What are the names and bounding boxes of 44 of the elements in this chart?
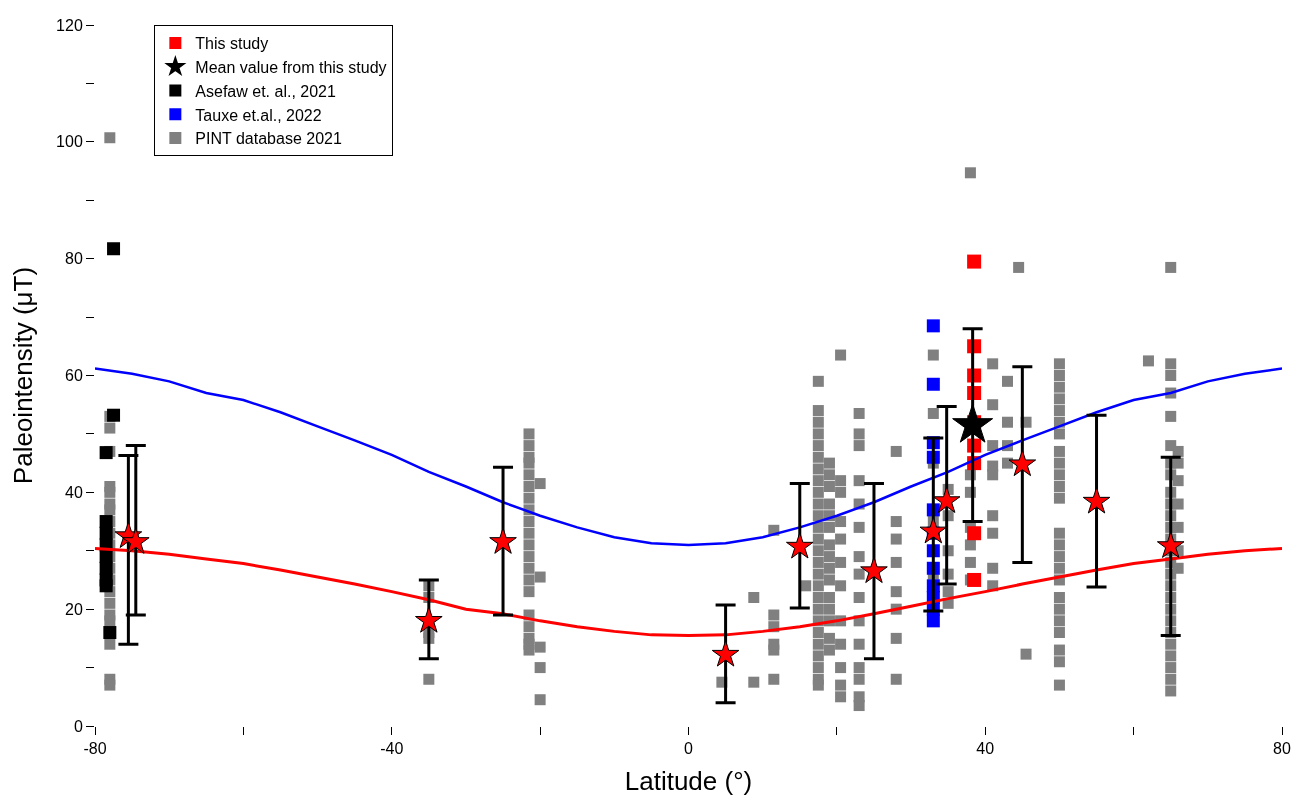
point xyxy=(103,626,117,640)
x-tick-label: -80 xyxy=(83,740,107,758)
point xyxy=(711,640,740,667)
point xyxy=(107,242,121,256)
point xyxy=(1008,449,1037,477)
point xyxy=(785,532,814,559)
point xyxy=(860,556,888,584)
point xyxy=(932,486,961,513)
point xyxy=(926,614,940,628)
x-tick-label: 80 xyxy=(1273,740,1291,758)
point xyxy=(967,254,982,269)
legend-label: PINT database 2021 xyxy=(195,130,342,148)
point xyxy=(967,526,982,541)
point xyxy=(489,527,517,554)
point xyxy=(121,527,150,554)
x-tick-label: 40 xyxy=(976,740,995,758)
point xyxy=(952,403,994,443)
point xyxy=(99,446,113,460)
legend-label: This study xyxy=(195,35,269,53)
y-tick-label: 0 xyxy=(73,717,83,735)
point xyxy=(926,319,940,333)
legend-label: Tauxe et.al., 2022 xyxy=(195,106,322,124)
point xyxy=(1082,487,1111,514)
x-tick-label: 0 xyxy=(684,740,694,758)
point xyxy=(99,515,113,529)
x-tick-label: -40 xyxy=(380,740,404,758)
y-axis-title: Paleointensity (μT) xyxy=(8,266,39,485)
point xyxy=(1156,531,1185,558)
y-tick-label: 80 xyxy=(65,250,83,268)
y-tick-label: 60 xyxy=(65,367,83,385)
point xyxy=(926,377,940,391)
point xyxy=(107,408,121,422)
point xyxy=(99,579,113,593)
line-series xyxy=(95,367,1282,547)
y-tick-label: 100 xyxy=(56,133,83,151)
y-tick-label: 120 xyxy=(56,16,83,34)
y-tick-label: 20 xyxy=(65,600,83,618)
y-tick-label: 40 xyxy=(65,483,83,501)
point xyxy=(919,516,948,544)
point xyxy=(967,572,982,587)
legend-label: Asefaw et. al., 2021 xyxy=(195,82,336,100)
x-axis-title: Latitude (°) xyxy=(624,765,753,796)
point xyxy=(415,606,443,633)
legend-label: Mean value from this study xyxy=(195,58,387,76)
